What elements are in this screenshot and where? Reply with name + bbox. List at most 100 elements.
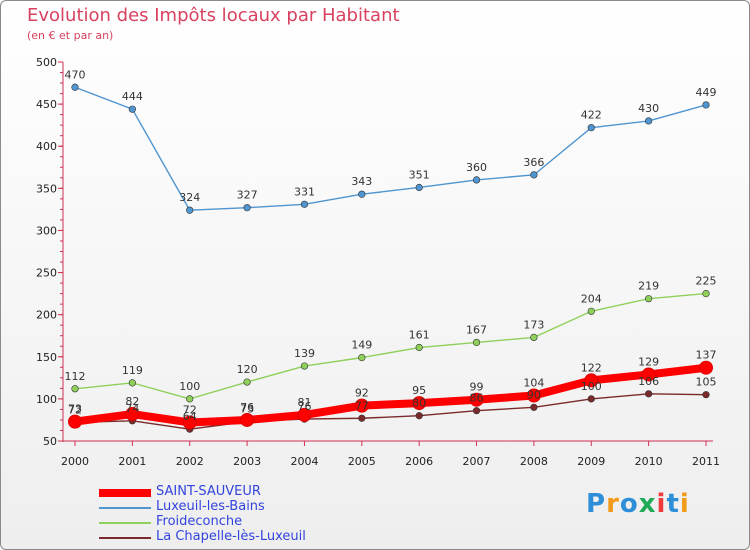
data-point (641, 367, 656, 382)
data-label: 430 (638, 102, 659, 115)
data-label: 76 (240, 401, 254, 414)
data-label: 119 (122, 364, 143, 377)
data-point (243, 378, 251, 386)
proxiti-logo: Proxiti (586, 489, 690, 519)
data-label: 100 (581, 380, 602, 393)
logo-letter: r (606, 489, 620, 519)
data-label: 351 (409, 168, 430, 181)
data-label: 99 (470, 381, 484, 394)
data-label: 343 (351, 175, 372, 188)
data-label: 324 (179, 191, 200, 204)
data-label: 80 (412, 397, 426, 410)
legend-item: La Chapelle-lès-Luxeuil (99, 529, 419, 546)
y-tick-label: 500 (36, 56, 57, 69)
data-point (472, 338, 481, 347)
legend-swatch (99, 522, 151, 524)
data-label: 120 (237, 363, 258, 376)
data-point (645, 295, 653, 303)
data-label: 139 (294, 347, 315, 360)
legend-swatch (99, 507, 151, 509)
data-label: 149 (351, 339, 372, 352)
data-label: 161 (409, 329, 430, 342)
x-tick-label: 2001 (118, 455, 146, 468)
data-point (300, 200, 309, 208)
y-tick-label: 200 (36, 309, 57, 322)
legend-item: Froideconche (99, 514, 419, 531)
data-point (530, 403, 538, 411)
y-tick-label: 100 (36, 393, 57, 406)
data-label: 105 (696, 376, 717, 389)
data-point (358, 414, 366, 422)
data-point (645, 117, 653, 125)
data-point (125, 407, 140, 422)
series-line-3 (74, 393, 707, 430)
data-point (358, 190, 366, 198)
series-line-2 (74, 292, 707, 400)
x-tick-label: 2011 (692, 455, 720, 468)
legend-label: Luxeuil-les-Bains (156, 499, 265, 514)
data-point (71, 385, 79, 393)
y-tick-label: 350 (36, 182, 57, 195)
data-point (702, 391, 710, 399)
data-label: 72 (68, 403, 82, 416)
data-label: 167 (466, 323, 487, 336)
data-point (415, 343, 423, 352)
data-label: 95 (412, 384, 426, 397)
legend-swatch (99, 537, 151, 539)
data-point (71, 83, 79, 91)
x-tick-label: 2003 (233, 455, 261, 468)
data-label: 77 (355, 399, 369, 412)
x-tick-label: 2004 (290, 455, 318, 468)
legend-label: Froideconche (156, 514, 243, 529)
data-label: 100 (179, 380, 200, 393)
data-label: 449 (696, 86, 717, 99)
x-tick-label: 2010 (635, 455, 663, 468)
data-point (587, 124, 595, 132)
data-point (587, 395, 595, 403)
data-label: 92 (355, 387, 369, 400)
data-point (128, 105, 136, 113)
data-label: 225 (696, 275, 717, 288)
x-tick-label: 2006 (405, 455, 433, 468)
data-label: 331 (294, 185, 315, 198)
legend-label: SAINT-SAUVEUR (156, 484, 261, 499)
data-label: 106 (638, 375, 659, 388)
data-point (415, 412, 423, 420)
data-label: 73 (240, 403, 254, 416)
data-label: 72 (183, 403, 197, 416)
data-point (645, 390, 653, 398)
x-tick-label: 2007 (463, 455, 491, 468)
data-label: 137 (696, 349, 717, 362)
data-label: 444 (122, 90, 143, 103)
data-label: 90 (527, 388, 541, 401)
y-tick-label: 300 (36, 224, 57, 237)
data-point (415, 183, 423, 192)
legend-item: Luxeuil-les-Bains (99, 499, 419, 516)
data-point (412, 396, 427, 411)
data-label: 129 (638, 355, 659, 368)
data-point (530, 333, 538, 342)
data-point (182, 415, 197, 430)
data-label: 76 (297, 400, 311, 413)
data-point (472, 407, 481, 415)
y-tick-label: 450 (36, 98, 57, 111)
data-label: 112 (65, 370, 86, 383)
y-tick-label: 250 (36, 267, 57, 280)
logo-letter: i (679, 489, 690, 519)
x-tick-label: 2009 (577, 455, 605, 468)
data-point (354, 398, 369, 413)
data-label: 122 (581, 361, 602, 374)
data-label: 64 (183, 410, 197, 423)
data-point (702, 101, 710, 109)
data-point (186, 395, 194, 403)
data-point (699, 360, 713, 375)
logo-letter: o (619, 489, 639, 519)
data-point (702, 290, 710, 298)
data-point (584, 373, 599, 388)
data-label: 366 (523, 156, 544, 169)
data-point (186, 206, 194, 214)
series-line-0 (71, 363, 710, 427)
y-tick-label: 150 (36, 351, 57, 364)
data-label: 360 (466, 161, 487, 174)
